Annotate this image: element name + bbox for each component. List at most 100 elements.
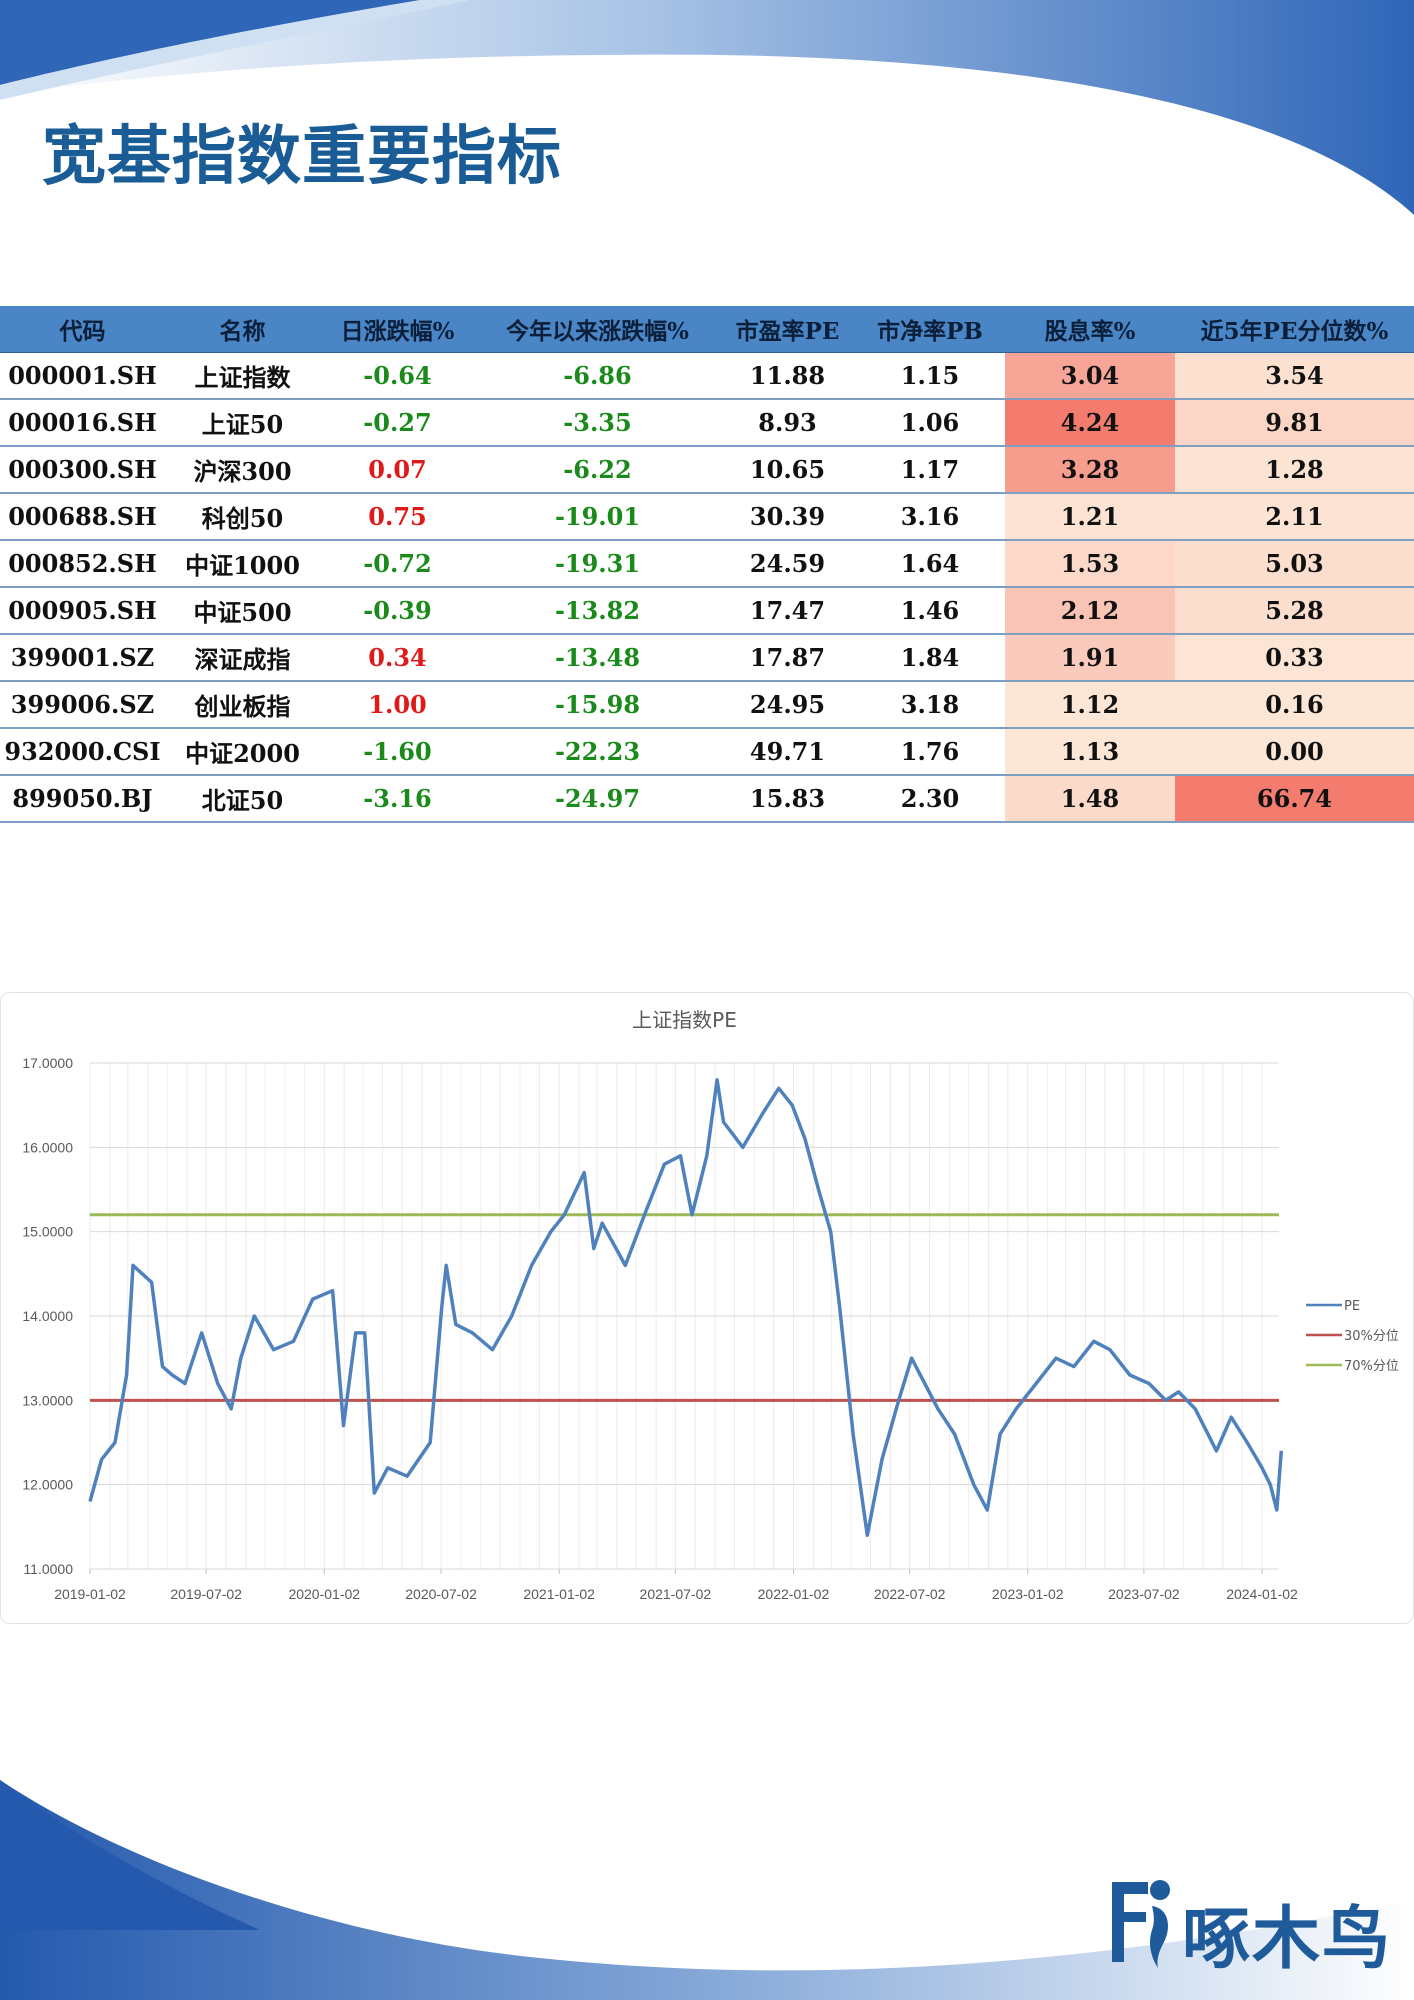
cell-code: 000016.SH [0,399,165,447]
legend-label: 70%分位 [1344,1359,1399,1374]
cell-pb: 1.15 [855,352,1005,400]
cell-pe: 30.39 [720,493,855,541]
cell-dividend: 1.13 [1005,728,1175,776]
cell-pe: 15.83 [720,775,855,823]
cell-pe-percentile: 3.54 [1175,352,1414,400]
cell-ytd-change: -6.22 [475,446,720,494]
cell-pb: 1.06 [855,399,1005,447]
cell-pe-percentile: 9.81 [1175,399,1414,447]
header-pe: 市盈率PE [720,306,855,353]
pe-line-chart: 11.0000 12.0000 13.0000 14.0000 15.0000 16.00… [22,1008,1399,1602]
header-dividend: 股息率% [1005,306,1175,353]
cell-name: 北证50 [165,775,320,823]
cell-code: 899050.BJ [0,775,165,823]
y-tick-label: 15.0000 [22,1224,73,1240]
cell-pe-percentile: 5.28 [1175,587,1414,635]
header-pe-percentile: 近5年PE分位数% [1175,306,1414,353]
cell-daily-change: 0.34 [320,634,475,682]
cell-pe: 24.95 [720,681,855,729]
cell-pb: 1.84 [855,634,1005,682]
table-row: 000016.SH 上证50 -0.27 -3.35 8.93 1.06 4.24 9.81 [0,399,1414,447]
cell-pe: 17.47 [720,587,855,635]
cell-name: 中证1000 [165,540,320,588]
y-tick-label: 16.0000 [22,1139,73,1155]
cell-name: 上证指数 [165,352,320,400]
cell-ytd-change: -24.97 [475,775,720,823]
cell-name: 创业板指 [165,681,320,729]
index-table-container: 代码 名称 日涨跌幅% 今年以来涨跌幅% 市盈率PE 市净率PB 股息率% 近5… [0,306,1414,823]
cell-dividend: 1.21 [1005,493,1175,541]
table-row: 000852.SH 中证1000 -0.72 -19.31 24.59 1.64 1.53 5… [0,540,1414,588]
table-row: 932000.CSI 中证2000 -1.60 -22.23 49.71 1.76 1.13… [0,728,1414,776]
cell-pe-percentile: 0.00 [1175,728,1414,776]
cell-code: 000688.SH [0,493,165,541]
table-row: 000300.SH 沪深300 0.07 -6.22 10.65 1.17 3.28 1.28 [0,446,1414,494]
header-ytd-change: 今年以来涨跌幅% [475,306,720,353]
cell-name: 深证成指 [165,634,320,682]
cell-daily-change: -0.72 [320,540,475,588]
cell-dividend: 4.24 [1005,399,1175,447]
cell-code: 399001.SZ [0,634,165,682]
x-tick-label: 2021-07-02 [640,1586,712,1602]
index-metrics-table: 代码 名称 日涨跌幅% 今年以来涨跌幅% 市盈率PE 市净率PB 股息率% 近5… [0,306,1414,823]
cell-daily-change: -1.60 [320,728,475,776]
cell-code: 000001.SH [0,352,165,400]
cell-pb: 1.17 [855,446,1005,494]
cell-pb: 1.46 [855,587,1005,635]
cell-daily-change: -0.27 [320,399,475,447]
cell-daily-change: -3.16 [320,775,475,823]
x-tick-label: 2024-01-02 [1226,1586,1298,1602]
cell-ytd-change: -19.01 [475,493,720,541]
x-tick-label: 2019-07-02 [170,1586,242,1602]
cell-pe-percentile: 0.16 [1175,681,1414,729]
page-title: 宽基指数重要指标 [42,120,562,194]
table-row: 399006.SZ 创业板指 1.00 -15.98 24.95 3.18 1.12 0.16 [0,681,1414,729]
legend-label: PE [1344,1299,1360,1314]
cell-name: 科创50 [165,493,320,541]
cell-pe: 8.93 [720,399,855,447]
pe-chart-card: 11.0000 12.0000 13.0000 14.0000 15.0000 16.00… [0,992,1414,1624]
x-tick-label: 2023-01-02 [992,1586,1064,1602]
logo-text: 啄木鸟 [1182,1900,1393,1979]
header-code: 代码 [0,306,165,353]
cell-pe-percentile: 0.33 [1175,634,1414,682]
chart-title: 上证指数PE [632,1008,737,1032]
cell-pe: 24.59 [720,540,855,588]
table-row: 399001.SZ 深证成指 0.34 -13.48 17.87 1.84 1.91 0.33 [0,634,1414,682]
pe-series-line [88,1078,1284,1538]
cell-name: 中证500 [165,587,320,635]
cell-name: 上证50 [165,399,320,447]
cell-ytd-change: -13.48 [475,634,720,682]
y-tick-label: 14.0000 [22,1308,73,1324]
cell-dividend: 2.12 [1005,587,1175,635]
x-tick-label: 2020-07-02 [405,1586,477,1602]
cell-pb: 3.16 [855,493,1005,541]
cell-dividend: 1.91 [1005,634,1175,682]
x-tick-label: 2022-07-02 [874,1586,946,1602]
cell-code: 000852.SH [0,540,165,588]
x-tick-label: 2022-01-02 [758,1586,830,1602]
x-tick-label: 2023-07-02 [1108,1586,1180,1602]
cell-pe-percentile: 1.28 [1175,446,1414,494]
cell-dividend: 1.53 [1005,540,1175,588]
cell-pe-percentile: 2.11 [1175,493,1414,541]
cell-pb: 3.18 [855,681,1005,729]
cell-ytd-change: -6.86 [475,352,720,400]
cell-name: 中证2000 [165,728,320,776]
legend-label: 30%分位 [1344,1329,1399,1344]
cell-code: 932000.CSI [0,728,165,776]
cell-pb: 1.64 [855,540,1005,588]
cell-ytd-change: -15.98 [475,681,720,729]
y-tick-label: 17.0000 [22,1055,73,1071]
cell-pe: 11.88 [720,352,855,400]
cell-pe: 49.71 [720,728,855,776]
cell-daily-change: 1.00 [320,681,475,729]
cell-pb: 1.76 [855,728,1005,776]
x-tick-label: 2021-01-02 [523,1586,595,1602]
cell-dividend: 1.48 [1005,775,1175,823]
cell-daily-change: 0.07 [320,446,475,494]
cell-ytd-change: -19.31 [475,540,720,588]
cell-pb: 2.30 [855,775,1005,823]
header-daily-change: 日涨跌幅% [320,306,475,353]
cell-daily-change: -0.39 [320,587,475,635]
